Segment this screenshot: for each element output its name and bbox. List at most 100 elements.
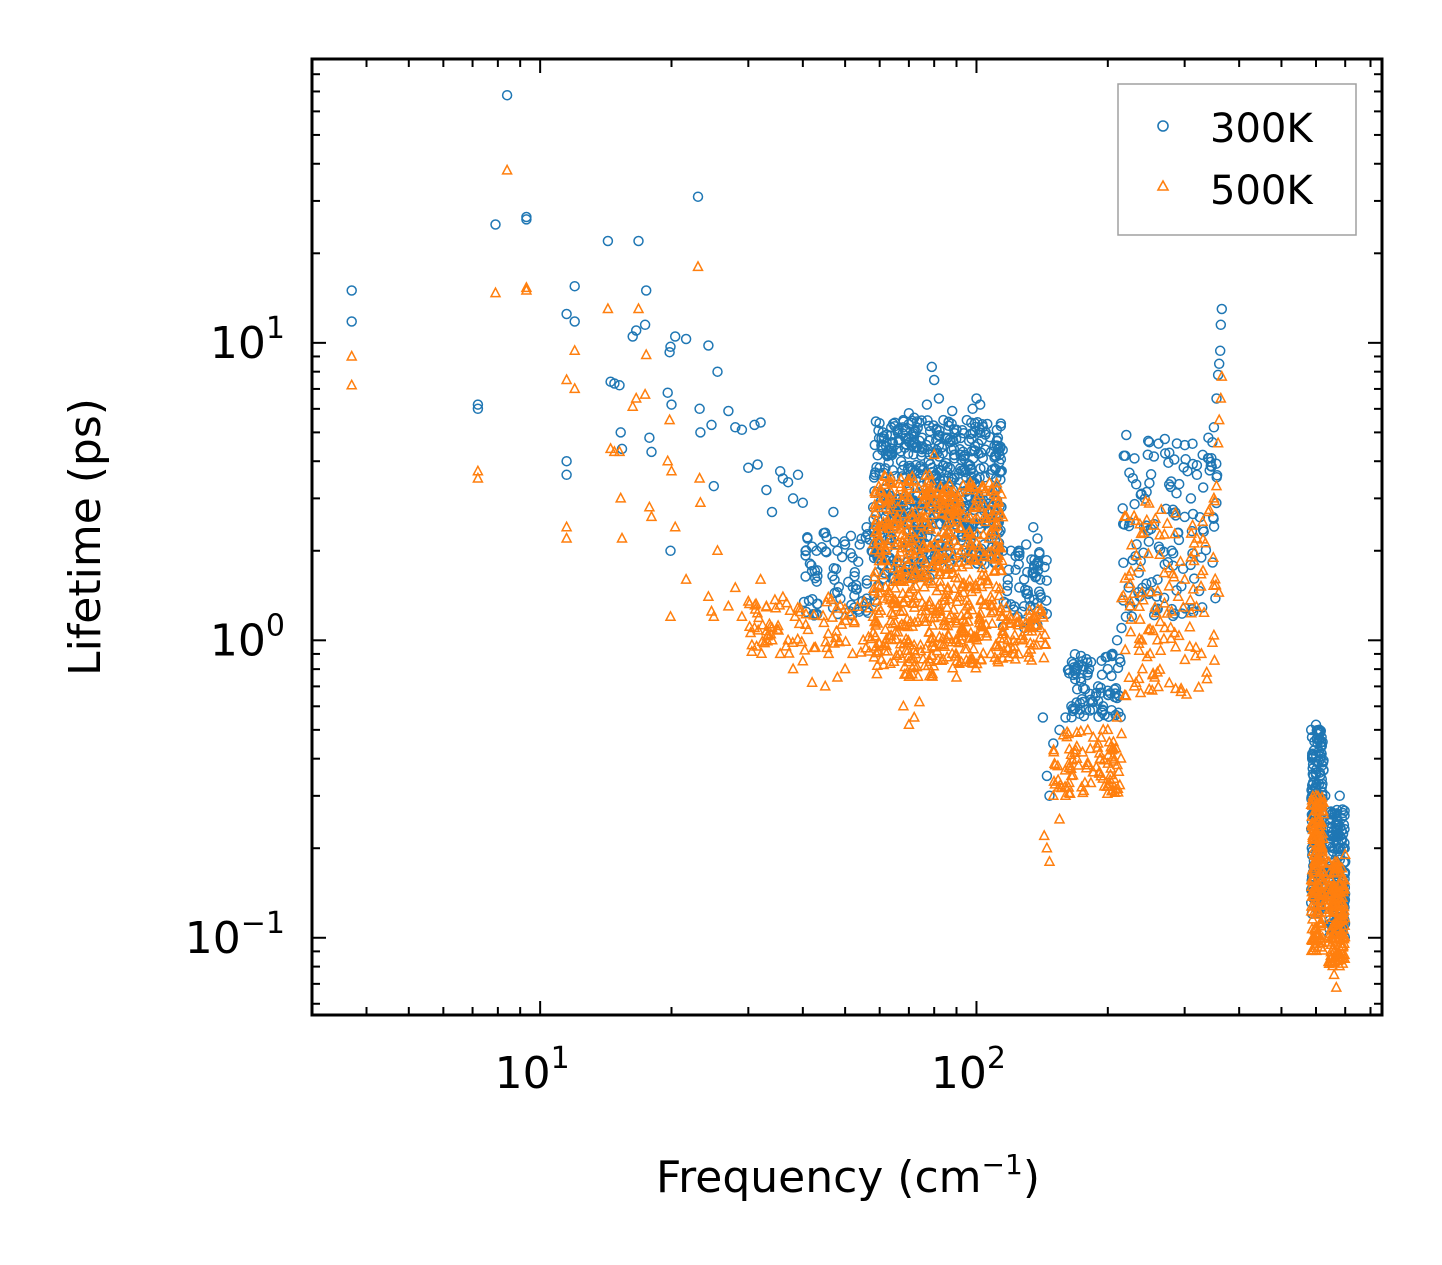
point-500K: [694, 496, 707, 508]
point-500K: [905, 526, 918, 538]
point-300K: [723, 405, 734, 417]
point-500K: [869, 485, 881, 497]
point-300K: [1106, 704, 1117, 716]
point-300K: [964, 523, 975, 535]
point-300K: [1169, 454, 1180, 465]
point-500K: [756, 634, 769, 646]
point-500K: [1059, 780, 1071, 792]
point-500K: [967, 642, 980, 654]
point-500K: [1133, 644, 1146, 656]
point-500K: [879, 580, 892, 592]
point-300K: [874, 417, 885, 429]
point-500K: [896, 651, 908, 663]
point-500K: [898, 489, 911, 501]
point-500K: [946, 661, 959, 673]
point-500K: [614, 491, 627, 503]
point-300K: [501, 89, 513, 101]
point-500K: [1195, 579, 1207, 591]
point-500K: [970, 536, 983, 548]
point-500K: [796, 635, 808, 647]
point-500K: [664, 610, 677, 622]
point-500K: [995, 563, 1008, 575]
point-300K: [908, 438, 920, 449]
point-500K: [885, 533, 898, 545]
point-300K: [1118, 450, 1130, 462]
point-500K: [956, 577, 969, 589]
point-500K: [1077, 784, 1090, 796]
point-300K: [955, 432, 966, 444]
point-300K: [1037, 712, 1049, 723]
point-500K: [932, 653, 944, 665]
point-500K: [946, 549, 959, 561]
point-300K: [1143, 536, 1155, 547]
point-500K: [914, 546, 927, 558]
point-500K: [1134, 517, 1146, 529]
point-500K: [872, 635, 885, 647]
point-300K: [853, 606, 865, 617]
point-500K: [871, 616, 884, 628]
point-500K: [926, 618, 939, 630]
point-500K: [822, 647, 835, 659]
series-500K-points: [345, 163, 1351, 992]
point-300K: [1077, 682, 1089, 694]
point-500K: [963, 597, 976, 609]
point-500K: [993, 582, 1006, 594]
point-500K: [905, 533, 918, 545]
point-500K: [1337, 928, 1350, 940]
point-500K: [1335, 939, 1348, 951]
point-500K: [890, 649, 903, 660]
point-500K: [939, 594, 951, 606]
point-500K: [867, 537, 880, 549]
point-500K: [1087, 765, 1100, 777]
point-300K: [852, 556, 864, 568]
point-300K: [800, 550, 811, 561]
point-300K: [1316, 740, 1328, 752]
point-500K: [1314, 885, 1326, 897]
point-300K: [346, 316, 357, 327]
point-500K: [903, 585, 915, 597]
point-500K: [560, 373, 573, 385]
point-500K: [998, 644, 1010, 656]
point-300K: [845, 530, 857, 542]
point-500K: [736, 610, 748, 622]
point-500K: [831, 670, 844, 682]
point-500K: [898, 486, 911, 498]
point-300K: [561, 455, 572, 467]
point-300K: [569, 316, 580, 327]
point-500K: [1115, 727, 1128, 739]
point-500K: [1075, 724, 1087, 736]
point-500K: [769, 593, 781, 605]
point-500K: [990, 490, 1003, 502]
point-300K: [646, 446, 657, 458]
point-500K: [903, 541, 916, 553]
point-300K: [730, 422, 741, 433]
point-500K: [877, 591, 890, 603]
point-500K: [963, 580, 975, 592]
point-500K: [968, 500, 980, 512]
point-500K: [1337, 885, 1350, 897]
point-500K: [751, 606, 764, 618]
point-500K: [1169, 506, 1182, 518]
point-500K: [877, 639, 890, 651]
point-500K: [1311, 926, 1324, 937]
point-500K: [943, 509, 955, 521]
point-500K: [1310, 944, 1323, 956]
point-500K: [998, 631, 1010, 643]
point-500K: [1158, 621, 1171, 633]
point-500K: [839, 614, 852, 626]
point-500K: [755, 647, 768, 658]
point-500K: [1091, 740, 1104, 752]
point-500K: [1143, 682, 1155, 694]
point-300K: [854, 539, 865, 550]
point-500K: [821, 641, 833, 653]
point-300K: [809, 572, 821, 584]
point-500K: [1165, 632, 1177, 644]
point-500K: [1031, 638, 1043, 650]
point-500K: [1330, 862, 1342, 874]
point-300K: [692, 191, 704, 202]
point-300K: [1191, 460, 1203, 471]
point-500K: [1316, 877, 1328, 889]
point-300K: [806, 559, 817, 571]
point-500K: [1331, 886, 1343, 898]
point-500K: [489, 286, 502, 298]
